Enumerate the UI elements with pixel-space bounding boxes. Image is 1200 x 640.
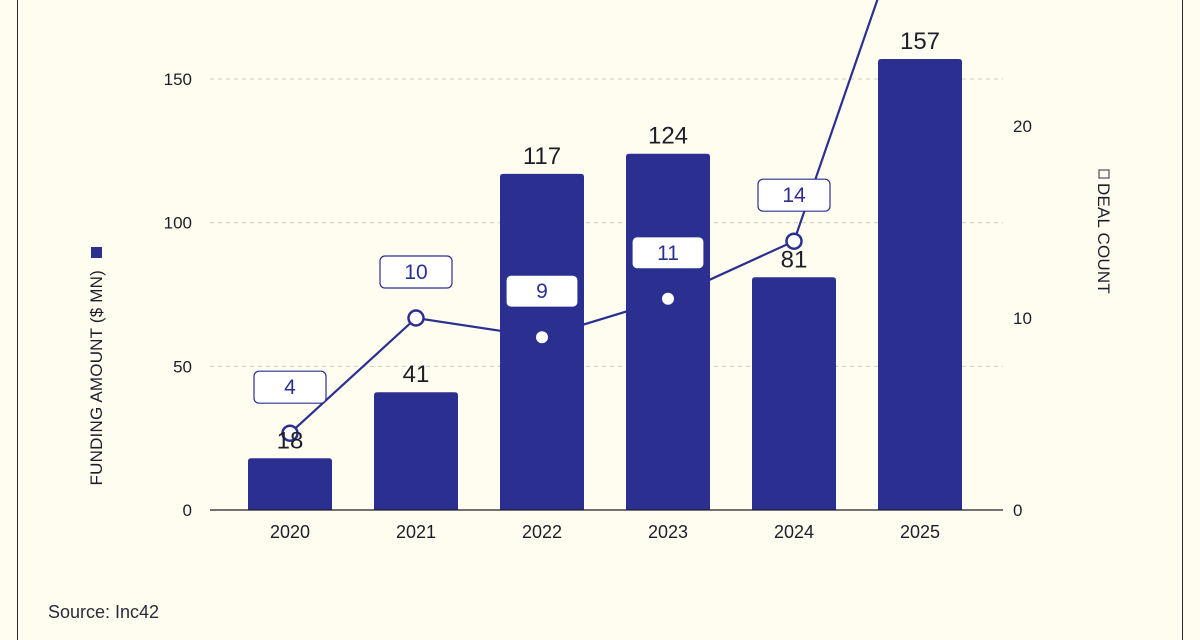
chart-frame (17, 0, 1183, 640)
bar (878, 58, 962, 511)
legend-swatch-funding (91, 247, 102, 258)
bar (248, 458, 332, 510)
deal-count-label: 4 (284, 376, 296, 399)
x-tick-label: 2023 (648, 522, 688, 542)
y2-tick-label: 20 (1013, 117, 1032, 136)
x-tick-label: 2025 (900, 522, 940, 542)
y2-tick-label: 10 (1013, 309, 1032, 328)
bar (626, 153, 710, 511)
x-tick-label: 2020 (270, 522, 310, 542)
y2-tick-label: 0 (1013, 501, 1022, 520)
bar (752, 277, 836, 510)
y-tick-label: 0 (183, 501, 192, 520)
bar-value-label: 18 (277, 427, 304, 454)
deal-count-point (281, 424, 299, 442)
deal-count-label-box (505, 274, 579, 308)
deal-count-label: 14 (782, 184, 806, 207)
labels: 18 41 117 124 81 157 4 10 9 11 14 (253, 28, 940, 454)
y-tick-label: 150 (164, 70, 192, 89)
y-tick-label: 100 (164, 214, 192, 233)
x-tick-label: 2021 (396, 522, 436, 542)
bar-value-label: 81 (781, 246, 808, 273)
bar-value-label: 124 (648, 123, 688, 150)
y-axis-title: FUNDING AMOUNT ($ MN) (87, 247, 106, 485)
deal-count-point (536, 331, 548, 344)
y2-axis-title-text: DEAL COUNT (1094, 183, 1113, 294)
deal-count-point (785, 232, 803, 250)
x-tick-label: 2022 (522, 522, 562, 542)
deal-count-point (407, 309, 425, 327)
y-tick-label: 50 (173, 357, 192, 376)
y-axis-title-text: FUNDING AMOUNT ($ MN) (87, 270, 106, 485)
legend-swatch-deal (1098, 169, 1110, 179)
deal-count-label-box (757, 178, 831, 212)
deal-count-point (662, 292, 674, 305)
deal-count-label: 10 (404, 261, 427, 284)
bars (248, 58, 962, 511)
bar (374, 392, 458, 510)
bar-value-label: 157 (900, 28, 940, 55)
bar-value-label: 117 (523, 143, 561, 170)
deal-count-label: 11 (657, 242, 679, 265)
deal-count-label-box (631, 236, 705, 270)
deal-count-label-box (253, 370, 327, 404)
deal-count-label: 9 (536, 280, 548, 303)
source-note: Source: Inc42 (48, 602, 160, 622)
bar-value-label: 41 (403, 361, 430, 388)
deal-count-label-box (379, 255, 453, 289)
x-tick-label: 2024 (774, 522, 814, 542)
y2-axis-title: DEAL COUNT (1094, 169, 1113, 294)
